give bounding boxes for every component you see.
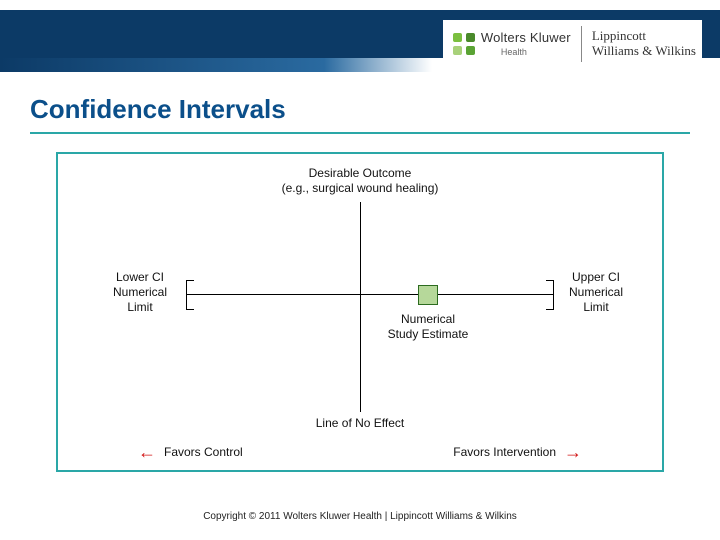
upper-ci-bracket — [546, 280, 554, 310]
brand-logos: Wolters Kluwer Health Lippincott William… — [443, 20, 702, 68]
header-band: Wolters Kluwer Health Lippincott William… — [0, 0, 720, 76]
title-underline — [30, 132, 690, 134]
arrow-right-icon — [564, 442, 582, 463]
favors-row: Favors Control Favors Intervention — [138, 440, 582, 464]
estimate-label: Numerical Study Estimate — [378, 312, 478, 342]
upper-ci-label: Upper CI Numerical Limit — [560, 270, 632, 315]
wolters-kluwer-logo: Wolters Kluwer Health — [453, 31, 571, 57]
line-no-effect-label: Line of No Effect — [290, 416, 430, 431]
outcome-example: (e.g., surgical wound healing) — [282, 181, 439, 195]
outcome-title: Desirable Outcome — [309, 166, 412, 180]
line-of-no-effect — [360, 202, 361, 412]
ci-diagram: Desirable Outcome (e.g., surgical wound … — [58, 154, 662, 470]
page-title: Confidence Intervals — [30, 94, 286, 125]
lww-line1: Lippincott — [592, 29, 696, 44]
favors-control-label: Favors Control — [164, 445, 243, 459]
lower-ci-bracket — [186, 280, 194, 310]
lower-ci-label: Lower CI Numerical Limit — [104, 270, 176, 315]
wk-brand-name: Wolters Kluwer — [481, 31, 571, 44]
lww-logo: Lippincott Williams & Wilkins — [592, 29, 696, 59]
ci-span-line — [186, 294, 554, 295]
arrow-left-icon — [138, 442, 156, 463]
brand-divider — [581, 26, 582, 62]
wk-brand-sub: Health — [501, 48, 571, 57]
copyright-line: Copyright © 2011 Wolters Kluwer Health |… — [0, 511, 720, 522]
favors-intervention-label: Favors Intervention — [453, 445, 556, 459]
figure-container: Desirable Outcome (e.g., surgical wound … — [56, 152, 664, 472]
wk-clover-icon — [453, 33, 475, 55]
lww-line2: Williams & Wilkins — [592, 44, 696, 59]
outcome-label: Desirable Outcome (e.g., surgical wound … — [230, 166, 490, 196]
point-estimate-marker — [418, 285, 438, 305]
